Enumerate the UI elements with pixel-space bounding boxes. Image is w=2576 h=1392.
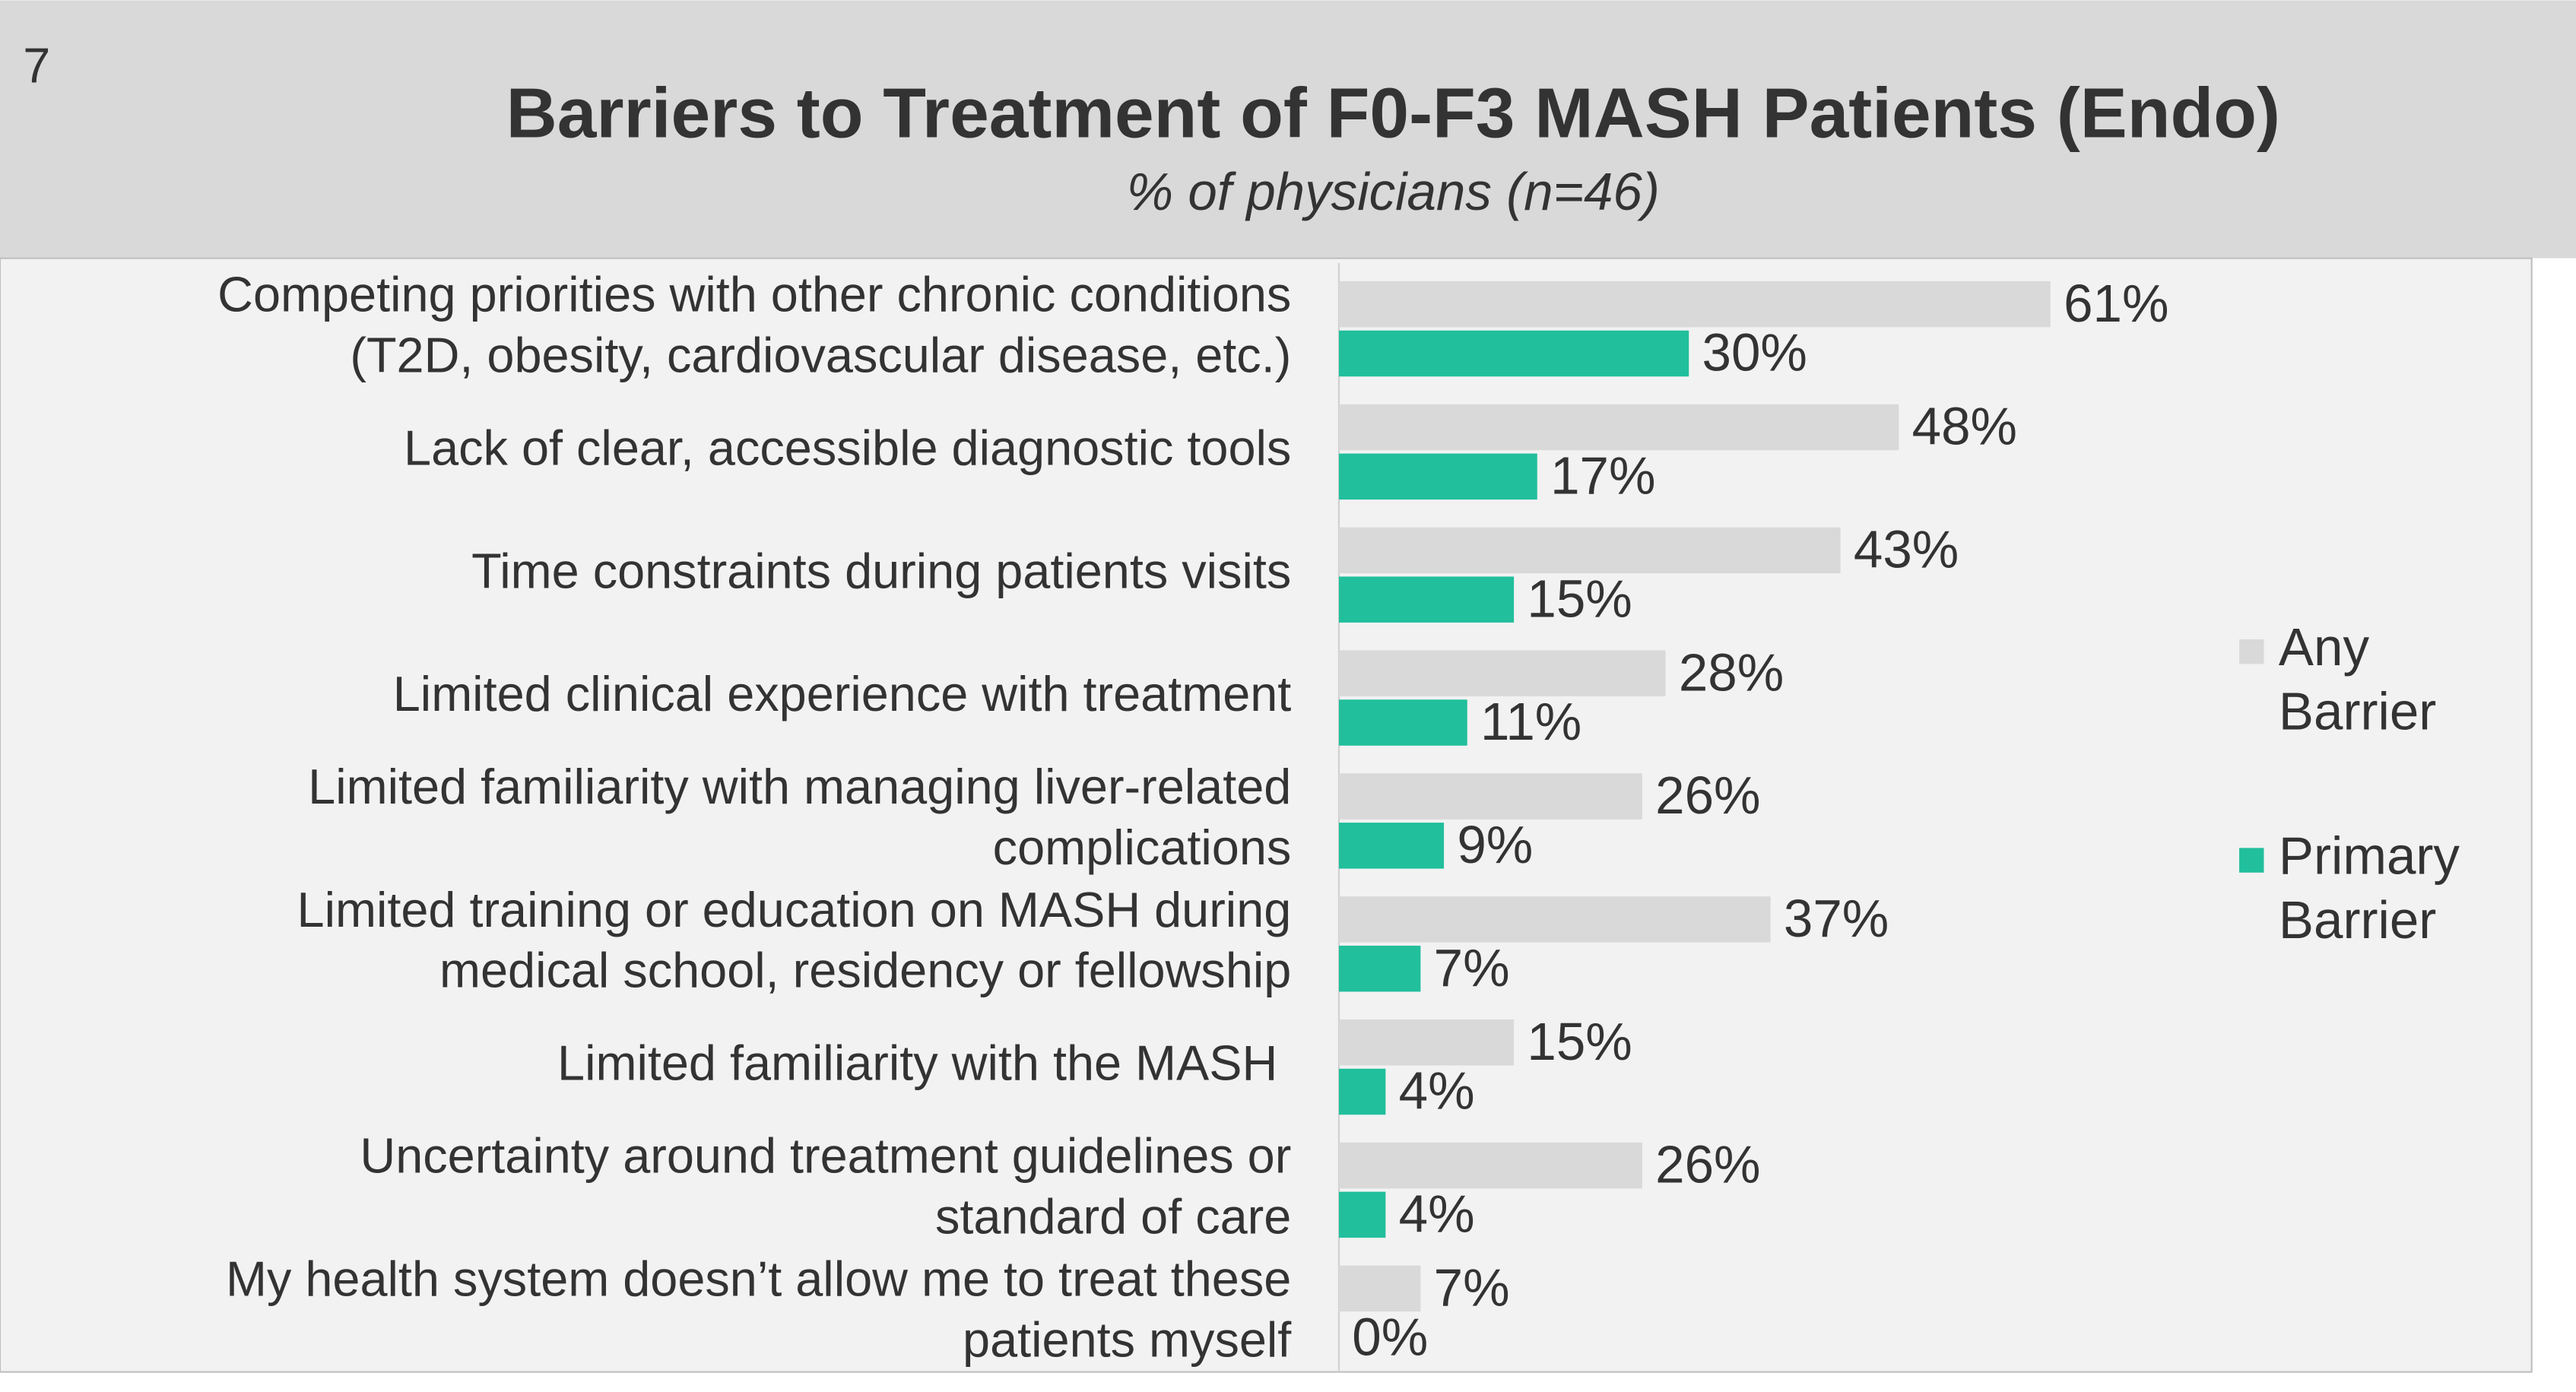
bar [1338, 1142, 1642, 1189]
value-label: 15% [1527, 1012, 1632, 1071]
bar [1338, 576, 1515, 623]
value-label: 61% [2064, 274, 2168, 333]
bar [1338, 1265, 1421, 1312]
bar [1338, 281, 2051, 328]
value-label: 43% [1854, 519, 1959, 579]
value-label: 4% [1399, 1184, 1475, 1243]
category-label: Limited familiarity with managing liver-… [308, 759, 1291, 875]
category-label: My health system doesn’t allow me to tre… [226, 1251, 1292, 1367]
bar [1338, 330, 1689, 377]
category-label: Limited training or education on MASH du… [297, 882, 1292, 998]
bar [1338, 823, 1445, 869]
value-label: 0% [1352, 1307, 1428, 1366]
bar [1338, 1191, 1386, 1238]
category-label: Limited clinical experience with treatme… [393, 666, 1292, 721]
value-label: 37% [1784, 889, 1889, 948]
value-label: 7% [1434, 1257, 1510, 1317]
legend-swatch [2239, 639, 2264, 664]
value-label: 26% [1655, 1135, 1760, 1194]
page-number: 7 [23, 37, 50, 93]
category-label: Lack of clear, accessible diagnostic too… [404, 420, 1291, 476]
value-label: 28% [1679, 642, 1784, 702]
bar [1338, 650, 1666, 696]
header-band [0, 0, 2576, 258]
value-label: 9% [1457, 815, 1533, 874]
bar [1338, 527, 1841, 574]
value-label: 30% [1702, 323, 1807, 382]
legend-swatch [2239, 848, 2264, 873]
bar [1338, 404, 1899, 451]
legend-label: Any Barrier [2279, 617, 2436, 740]
value-label: 15% [1527, 569, 1632, 628]
value-label: 11% [1480, 692, 1581, 751]
bar [1338, 773, 1642, 820]
bar [1338, 453, 1537, 500]
bar [1338, 699, 1467, 746]
legend-label: Primary Barrier [2279, 826, 2460, 950]
value-label: 4% [1399, 1061, 1475, 1121]
value-label: 48% [1912, 397, 2017, 456]
chart-subtitle: % of physicians (n=46) [1127, 162, 1660, 221]
value-label: 7% [1434, 938, 1510, 997]
category-label: Limited familiarity with the MASH [557, 1035, 1291, 1091]
bar [1338, 1019, 1515, 1066]
bar [1338, 1068, 1386, 1115]
category-label: Competing priorities with other chronic … [217, 267, 1291, 383]
value-label: 17% [1550, 446, 1655, 505]
value-label: 26% [1655, 766, 1760, 825]
category-label: Uncertainty around treatment guidelines … [360, 1128, 1291, 1245]
category-label: Time constraints during patients visits [471, 543, 1291, 598]
bar [1338, 945, 1421, 992]
chart-title: Barriers to Treatment of F0-F3 MASH Pati… [506, 74, 2280, 153]
bar [1338, 896, 1771, 943]
plot-panel [0, 257, 2533, 1373]
